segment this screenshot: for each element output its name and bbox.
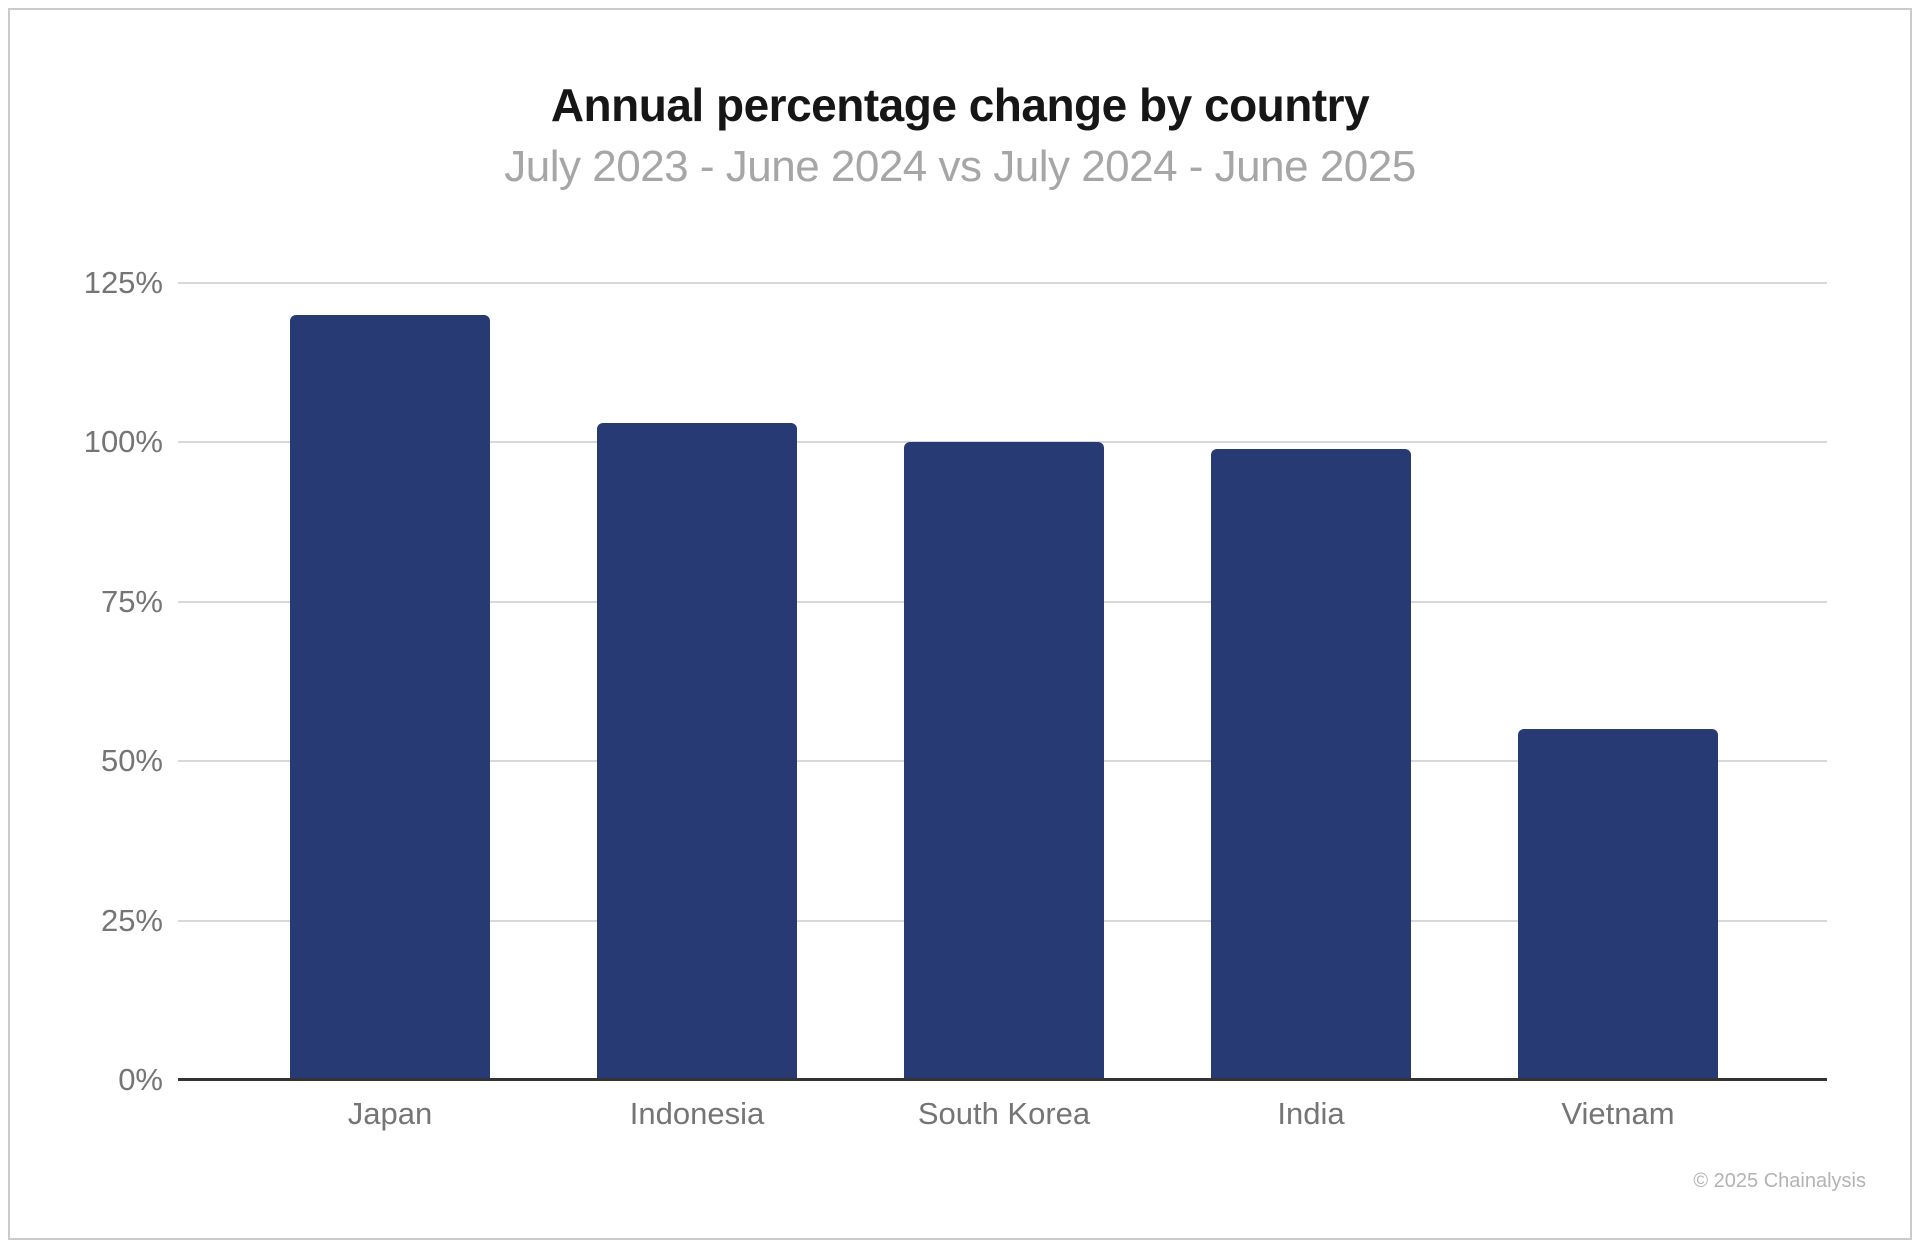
bar-indonesia [597, 423, 797, 1080]
copyright-notice: © 2025 Chainalysis [1693, 1170, 1866, 1192]
chart-header: Annual percentage change by country July… [0, 78, 1920, 192]
gridline [178, 441, 1827, 444]
x-axis-category-label: South Korea [917, 1096, 1091, 1131]
bar-south-korea [904, 442, 1104, 1080]
chart-title: Annual percentage change by country [550, 79, 1370, 131]
x-axis-category-label: Indonesia [629, 1096, 765, 1131]
x-axis-baseline [178, 1078, 1827, 1081]
chart-subtitle: July 2023 - June 2024 vs July 2024 - Jun… [504, 142, 1416, 191]
bar-india [1211, 448, 1411, 1080]
y-axis-tick-label: 125% [83, 265, 163, 300]
y-axis-tick-label: 25% [100, 902, 163, 938]
y-axis-tick-label: 75% [100, 583, 163, 619]
y-axis-tick-label: 0% [118, 1062, 163, 1097]
x-axis-category-label: India [1277, 1096, 1345, 1131]
plot-area: 0% 25% 50% 75% 100% 125% Japan Indonesia South … [84, 265, 1827, 1131]
bar-japan [290, 314, 490, 1080]
gridline [178, 282, 1827, 284]
y-axis-tick-label: 50% [100, 743, 163, 779]
y-axis-tick-label: 100% [83, 424, 163, 460]
x-axis-category-label: Japan [347, 1096, 433, 1131]
x-axis-category-label: Vietnam [1561, 1096, 1675, 1131]
bar-vietnam [1518, 729, 1718, 1080]
